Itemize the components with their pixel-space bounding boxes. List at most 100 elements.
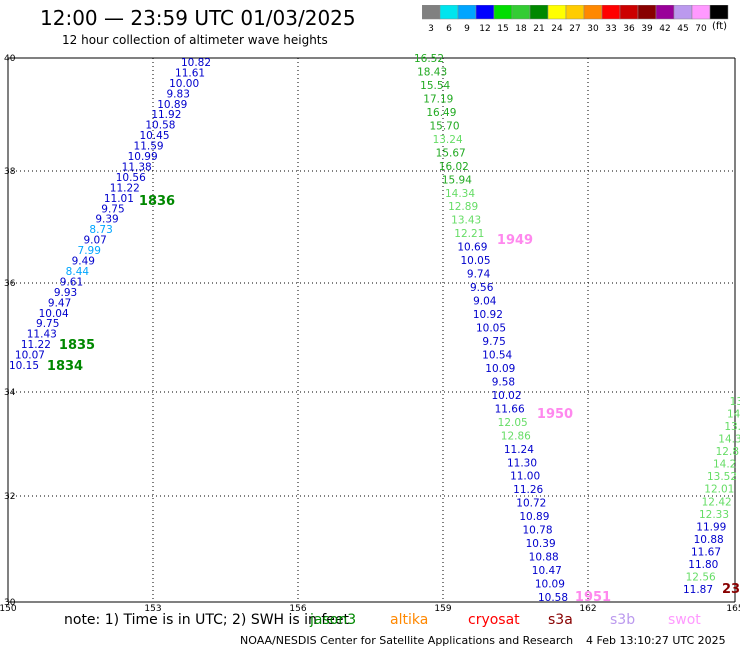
wave-height-value: 13.24	[433, 134, 463, 146]
wave-height-value: 17.19	[423, 93, 453, 105]
satellite-tracks: 10.8211.6110.009.8310.8911.9210.5810.451…	[9, 53, 740, 604]
wave-height-value: 9.83	[167, 88, 190, 100]
wave-height-value: 9.75	[482, 336, 505, 348]
wave-height-value: 9.75	[36, 318, 59, 330]
page-title: 12:00 — 23:59 UTC 01/03/2025	[40, 6, 356, 30]
lon-tick-label: 156	[289, 604, 306, 614]
wave-height-value: 15.54	[420, 80, 450, 92]
wave-height-value: 10.07	[15, 350, 45, 362]
wave-height-value: 9.49	[72, 256, 95, 268]
map-grid	[7, 57, 736, 603]
wave-height-value: 11.22	[110, 182, 140, 194]
lat-tick-label: 32	[4, 492, 15, 502]
wave-height-value: 8.44	[66, 266, 90, 278]
lat-tick-label: 38	[4, 167, 16, 177]
wave-height-value: 11.22	[21, 339, 51, 351]
wave-height-value: 10.58	[538, 592, 568, 604]
wave-height-value: 12.86	[501, 430, 531, 442]
wave-height-value: 14.2	[713, 459, 736, 471]
colorbar-tick-label: 3	[428, 24, 434, 34]
satellite-legend-item: s3a	[548, 612, 573, 628]
colorbar-tick-label: 42	[659, 24, 670, 34]
colorbar-tick-label: 6	[446, 24, 452, 34]
wave-height-value: 10.15	[9, 360, 39, 372]
wave-height-value: 10.54	[482, 349, 512, 361]
wave-height-value: 12.33	[699, 509, 729, 521]
pass-time-label: 1949	[497, 233, 533, 248]
wave-height-value: 9.58	[492, 376, 515, 388]
colorbar-tick-label: 36	[623, 24, 635, 34]
wave-height-value: 11.92	[151, 109, 181, 121]
wave-height-value: 16.49	[426, 107, 456, 119]
wave-height-value: 11.66	[495, 403, 525, 415]
wave-height-value: 10.04	[39, 308, 69, 320]
colorbar-swatch	[637, 5, 657, 20]
wave-height-value: 12.42	[702, 496, 732, 508]
wave-height-colorbar: 3 6 9 12 15 18 21 24 27 30 33 36 39 42 45 70	[422, 5, 729, 34]
wave-height-value: 10.47	[532, 565, 562, 577]
wave-height-value: 12.21	[454, 228, 484, 240]
satellite-legend-item: jason3	[310, 612, 357, 628]
wave-height-value: 11.67	[691, 546, 721, 558]
wave-height-value: 12.01	[704, 484, 734, 496]
wave-height-value: 12.8	[716, 446, 739, 458]
wave-height-value: 9.56	[470, 282, 494, 294]
wave-height-value: 11.61	[175, 67, 205, 79]
colorbar-tick-label: 70	[695, 24, 707, 34]
wave-height-value: 10.09	[485, 363, 515, 375]
wave-height-value: 14.34	[445, 188, 475, 200]
pass-time-label: 1950	[537, 407, 573, 422]
wave-height-value: 9.93	[54, 287, 77, 299]
wave-height-value: 11.43	[27, 329, 57, 341]
wave-height-value: 10.69	[457, 242, 487, 254]
wave-height-value: 10.56	[116, 172, 146, 184]
wave-height-value: 10.09	[535, 579, 565, 591]
colorbar-tick-label: 27	[569, 24, 580, 34]
wave-height-value: 9.61	[60, 276, 83, 288]
wave-height-value: 12.05	[498, 417, 528, 429]
wave-height-value: 10.72	[516, 498, 546, 510]
lat-tick-label: 40	[4, 54, 16, 64]
wave-height-value: 18.43	[417, 66, 447, 78]
colorbar-tick-label: 45	[677, 24, 688, 34]
satellite-legend-item: s3b	[610, 612, 636, 628]
colorbar-swatch	[529, 5, 549, 20]
wave-height-value: 11.01	[104, 193, 134, 205]
pass-time-label: 1836	[139, 194, 175, 209]
colorbar-swatch	[583, 5, 603, 20]
wave-height-value: 7.99	[78, 245, 101, 257]
colorbar-tick-label: 18	[515, 24, 527, 34]
lat-tick-label: 36	[4, 279, 16, 289]
wave-height-value: 10.89	[519, 511, 549, 523]
footer-note: note: 1) Time is in UTC; 2) SWH is in fe…	[64, 612, 350, 628]
wave-height-value: 10.88	[694, 534, 724, 546]
wave-height-value: 10.89	[157, 99, 187, 111]
lon-tick-label: 150	[0, 604, 17, 614]
colorbar-swatch	[475, 5, 495, 20]
wave-height-value: 10.02	[491, 390, 521, 402]
wave-height-value: 16.02	[439, 161, 469, 173]
lon-tick-label: 159	[434, 604, 451, 614]
wave-height-value: 12.56	[686, 571, 716, 583]
wave-height-value: 10.00	[169, 78, 199, 90]
wave-height-value: 10.05	[476, 323, 506, 335]
lon-tick-label: 153	[144, 604, 161, 614]
wave-height-value: 13.	[730, 396, 740, 408]
colorbar-swatch	[422, 5, 441, 20]
wave-height-value: 10.88	[529, 552, 559, 564]
colorbar-swatch	[457, 5, 477, 20]
colorbar-swatch	[619, 5, 639, 20]
wave-height-value: 9.74	[467, 269, 491, 281]
wave-height-value: 13.43	[451, 215, 481, 227]
wave-height-value: 11.99	[696, 521, 726, 533]
lon-tick-label: 162	[579, 604, 596, 614]
timestamp: 4 Feb 13:10:27 UTC 2025	[586, 634, 726, 647]
wave-height-value: 11.30	[507, 457, 537, 469]
wave-height-value: 9.75	[101, 203, 124, 215]
wave-height-value: 15.94	[442, 174, 472, 186]
wave-height-value: 8.73	[89, 224, 112, 236]
wave-height-value: 10.92	[473, 309, 503, 321]
colorbar-swatch	[493, 5, 513, 20]
